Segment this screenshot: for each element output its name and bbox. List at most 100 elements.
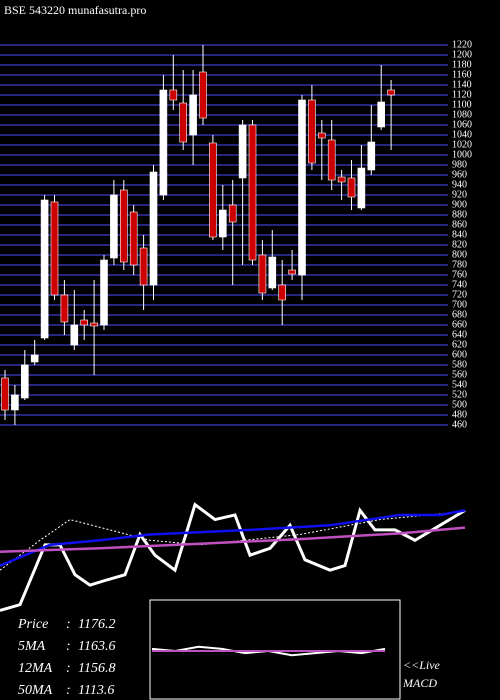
y-tick-label: 640 <box>452 329 467 340</box>
candle-body <box>90 322 98 327</box>
y-tick-label: 1140 <box>452 79 472 90</box>
candle-body <box>1 377 9 411</box>
candle-body <box>357 167 366 209</box>
stat-sep: : <box>66 683 71 698</box>
candle-body <box>110 194 118 259</box>
candle-body <box>268 256 277 289</box>
y-tick-label: 480 <box>452 409 467 420</box>
stat-label: Price <box>17 617 48 632</box>
candle-body <box>317 132 326 139</box>
y-tick-label: 1000 <box>452 149 472 160</box>
y-tick-label: 720 <box>452 289 467 300</box>
y-tick-label: 660 <box>452 319 467 330</box>
y-tick-label: 560 <box>452 369 467 380</box>
candle-body <box>337 176 346 183</box>
y-tick-label: 1160 <box>452 69 472 80</box>
y-tick-label: 860 <box>452 219 467 230</box>
y-tick-label: 700 <box>452 299 467 310</box>
y-tick-label: 900 <box>452 199 467 210</box>
candle-body <box>219 209 227 238</box>
stat-value: 1163.6 <box>78 639 115 654</box>
candle-body <box>209 142 217 238</box>
candle-body <box>387 89 395 96</box>
y-tick-label: 820 <box>452 239 467 250</box>
candle-body <box>50 201 59 296</box>
y-tick-label: 780 <box>452 259 467 270</box>
stat-sep: : <box>66 617 71 632</box>
stat-value: 1113.6 <box>78 683 114 698</box>
y-tick-label: 980 <box>452 159 467 170</box>
candle-body <box>70 324 79 346</box>
macd-title: MACD <box>402 676 437 690</box>
indicator-line <box>0 511 466 571</box>
candle-body <box>30 354 39 363</box>
candle-body <box>258 254 267 294</box>
stat-sep: : <box>66 661 71 676</box>
y-tick-label: 800 <box>452 249 467 260</box>
y-tick-label: 620 <box>452 339 467 350</box>
candle-body <box>149 171 158 286</box>
macd-annotation: <<Live <box>403 658 441 672</box>
candle-body <box>327 139 336 181</box>
y-tick-label: 680 <box>452 309 467 320</box>
y-tick-label: 760 <box>452 269 467 280</box>
y-tick-label: 600 <box>452 349 467 360</box>
y-tick-label: 540 <box>452 379 467 390</box>
indicator-line <box>0 526 466 553</box>
candle-body <box>179 102 187 143</box>
candle-body <box>189 94 197 136</box>
candle-body <box>120 189 128 263</box>
candle-body <box>40 199 49 339</box>
macd-frame <box>149 599 401 700</box>
y-tick-label: 920 <box>452 189 467 200</box>
y-tick-label: 1220 <box>452 39 472 50</box>
candle-body <box>11 394 19 411</box>
y-tick-label: 1180 <box>452 59 472 70</box>
stat-sep: : <box>66 639 71 654</box>
stat-label: 5MA <box>18 639 46 654</box>
y-tick-label: 960 <box>452 169 467 180</box>
candle-body <box>129 211 138 266</box>
indicator-line <box>0 509 466 567</box>
candle-body <box>20 364 29 399</box>
chart-title: BSE 543220 munafasutra.pro <box>4 3 146 17</box>
candle-body <box>169 89 178 101</box>
y-tick-label: 460 <box>452 419 467 430</box>
candle-body <box>347 177 356 198</box>
y-tick-label: 1120 <box>452 89 472 100</box>
candle-body <box>228 204 237 223</box>
stat-value: 1156.8 <box>78 661 115 676</box>
candle-body <box>199 71 207 119</box>
candle-body <box>139 247 148 286</box>
y-tick-label: 940 <box>452 179 467 190</box>
candle-body <box>80 319 88 326</box>
indicator-line <box>0 502 466 612</box>
y-tick-label: 1100 <box>452 99 472 110</box>
candle-body <box>288 269 296 275</box>
candle-body <box>100 259 108 326</box>
stat-value: 1176.2 <box>78 617 115 632</box>
candle-body <box>308 99 316 164</box>
y-tick-label: 500 <box>452 399 467 410</box>
y-tick-label: 880 <box>452 209 467 220</box>
candle-body <box>159 89 168 196</box>
y-tick-label: 580 <box>452 359 467 370</box>
y-tick-label: 1080 <box>452 109 472 120</box>
y-tick-label: 1200 <box>452 49 472 60</box>
y-tick-label: 1060 <box>452 119 472 130</box>
stat-label: 50MA <box>18 683 53 698</box>
candle-body <box>60 294 69 323</box>
y-tick-label: 1040 <box>452 129 472 140</box>
candle-body <box>278 284 287 301</box>
y-tick-label: 740 <box>452 279 467 290</box>
candle-body <box>248 124 257 261</box>
candle-body <box>238 124 247 179</box>
candle-body <box>298 99 306 276</box>
stat-label: 12MA <box>18 661 53 676</box>
candle-body <box>377 101 386 128</box>
y-tick-label: 840 <box>452 229 467 240</box>
candle-body <box>367 141 376 171</box>
